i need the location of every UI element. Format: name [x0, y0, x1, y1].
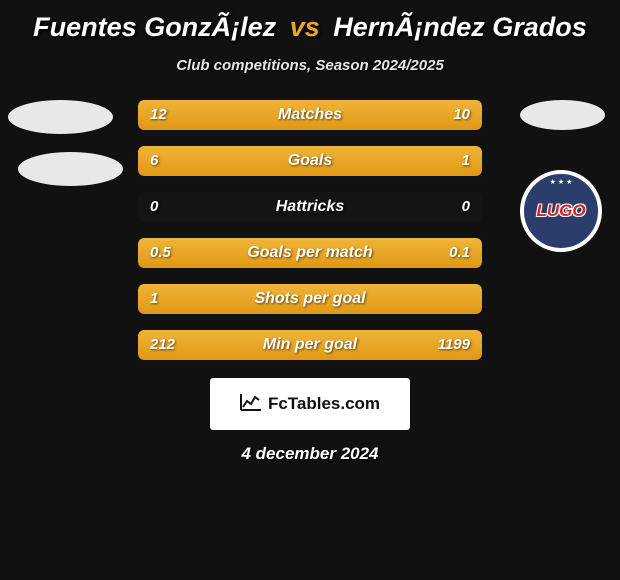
bar-label: Hattricks	[138, 192, 482, 222]
stat-bar-row: 1Shots per goal	[138, 284, 482, 314]
player1-name: Fuentes GonzÃ¡lez	[33, 12, 276, 42]
stat-bar-row: 12Matches10	[138, 100, 482, 130]
fctables-logo: FcTables.com	[210, 378, 410, 430]
club-stars-icon: ★ ★ ★	[550, 178, 573, 186]
season-subtitle: Club competitions, Season 2024/2025	[0, 57, 620, 74]
stat-bar-row: 0.5Goals per match0.1	[138, 238, 482, 268]
bar-value-right: 0.1	[449, 238, 470, 268]
bar-value-right: 0	[462, 192, 470, 222]
bar-label: Matches	[138, 100, 482, 130]
bar-label: Shots per goal	[138, 284, 482, 314]
stat-bar-row: 0Hattricks0	[138, 192, 482, 222]
bar-label: Goals	[138, 146, 482, 176]
player2-avatar-placeholder	[520, 100, 605, 130]
club-logo-text: LUGO	[536, 201, 585, 221]
player2-club-logo: ★ ★ ★ LUGO	[520, 170, 602, 252]
date-text: 4 december 2024	[0, 444, 620, 464]
player1-avatar-placeholder	[8, 100, 113, 134]
bar-value-right: 1	[462, 146, 470, 176]
bar-label: Goals per match	[138, 238, 482, 268]
bar-value-right: 10	[453, 100, 470, 130]
stat-bar-row: 6Goals1	[138, 146, 482, 176]
player1-club-placeholder	[18, 152, 123, 186]
stat-bars-container: 12Matches10 6Goals1 0Hattricks0 0.5Goals pe…	[138, 100, 482, 376]
bar-value-right: 1199	[438, 330, 470, 360]
vs-separator: vs	[290, 12, 320, 42]
player2-name: HernÃ¡ndez Grados	[333, 12, 587, 42]
chart-icon	[240, 393, 262, 416]
bar-label: Min per goal	[138, 330, 482, 360]
brand-text: FcTables.com	[268, 394, 380, 414]
stat-bar-row: 212Min per goal1199	[138, 330, 482, 360]
comparison-title: Fuentes GonzÃ¡lez vs HernÃ¡ndez Grados	[0, 0, 620, 43]
